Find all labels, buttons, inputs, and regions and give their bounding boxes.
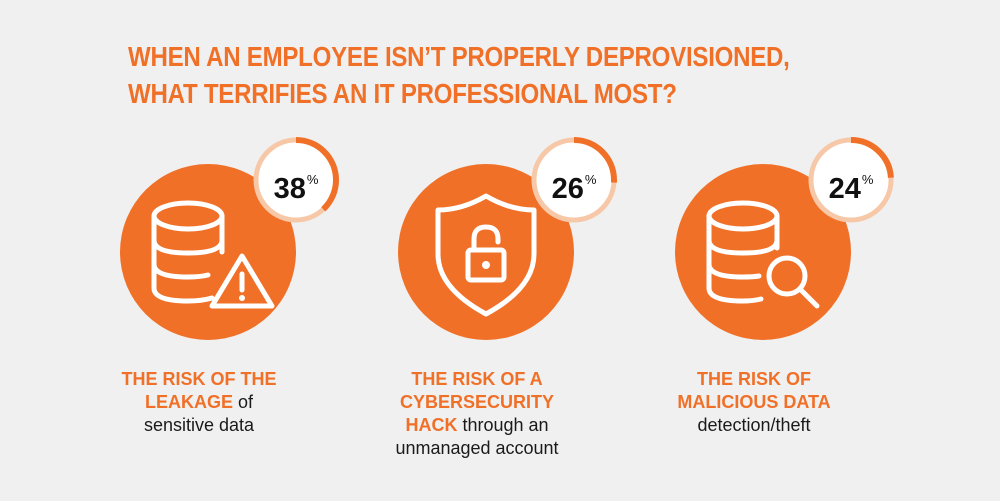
database-warning-icon	[151, 200, 275, 309]
percent-value: 24%	[828, 172, 874, 205]
progress-ring	[531, 137, 617, 223]
percent-value: 26%	[551, 172, 597, 205]
stat-hack: 26% THE RISK OF A CYBERSECURITY HACK thr…	[327, 0, 627, 501]
progress-arc	[253, 137, 339, 223]
percent-badge: 38%	[252, 136, 340, 224]
page-title: WHEN AN EMPLOYEE ISN’T PROPERLY DEPROVIS…	[128, 38, 790, 112]
progress-arc	[808, 137, 894, 223]
icon-circle	[120, 164, 296, 340]
stat-label: THE RISK OF THE LEAKAGE of sensitive dat…	[121, 369, 277, 435]
percent-badge: 24%	[807, 136, 895, 224]
percent-value: 38%	[273, 172, 319, 205]
stat-label: THE RISK OF MALICIOUS DATA detection/the…	[677, 369, 831, 435]
stat-label: THE RISK OF A CYBERSECURITY HACK through…	[395, 369, 559, 458]
stat-leakage: 38% THE RISK OF THE LEAKAGE of sensitive…	[49, 0, 349, 501]
shield-unlocked-icon	[435, 193, 537, 317]
progress-arc	[531, 137, 617, 223]
stat-malicious-data: 24% THE RISK OF MALICIOUS DATA detection…	[604, 0, 904, 501]
progress-ring	[808, 137, 894, 223]
progress-ring	[253, 137, 339, 223]
title-line-2: WHAT TERRIFIES AN IT PROFESSIONAL MOST?	[128, 78, 677, 109]
title-line-1: WHEN AN EMPLOYEE ISN’T PROPERLY DEPROVIS…	[128, 41, 790, 72]
percent-badge: 26%	[530, 136, 618, 224]
database-search-icon	[706, 200, 820, 309]
